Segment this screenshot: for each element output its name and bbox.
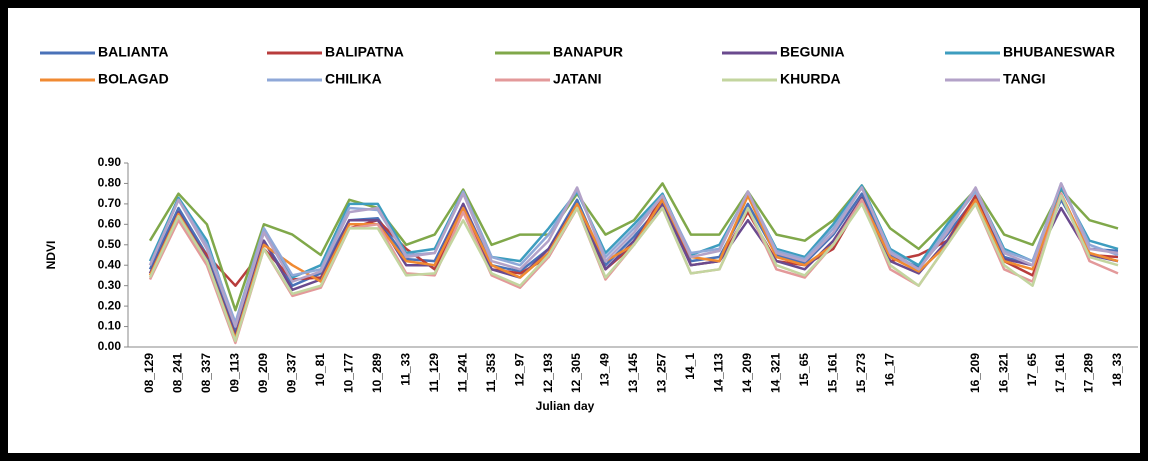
x-tick-label: 14_113 <box>712 353 726 393</box>
legend-label: JATANI <box>553 71 601 87</box>
x-tick-label: 12_305 <box>569 353 583 393</box>
x-tick-label: 16_17 <box>882 353 896 387</box>
y-tick-label: 0.20 <box>98 298 122 312</box>
x-tick-label: 11_353 <box>484 353 498 393</box>
legend-label: TANGI <box>1003 71 1046 87</box>
x-tick-label: 14_209 <box>740 353 754 393</box>
y-tick-label: 0.50 <box>98 237 122 251</box>
x-tick-label: 09_113 <box>228 353 242 393</box>
x-tick-label: 09_337 <box>285 353 299 393</box>
y-axis-label: NDVI <box>44 241 58 270</box>
series-line <box>148 184 1119 328</box>
x-tick-label: 18_33 <box>1110 353 1124 387</box>
legend-label: BALIPATNA <box>325 44 404 60</box>
legend-label: BANAPUR <box>553 44 623 60</box>
y-tick-label: 0.80 <box>98 176 122 190</box>
series-line <box>148 182 1119 312</box>
x-tick-label: 12_193 <box>541 353 555 393</box>
legend-label: BEGUNIA <box>780 44 845 60</box>
legend-label: BHUBANESWAR <box>1003 44 1115 60</box>
x-tick-label: 11_33 <box>398 353 412 386</box>
x-tick-label: 10_177 <box>341 353 355 393</box>
x-tick-label: 17_65 <box>1025 353 1039 387</box>
y-tick-label: 0.90 <box>98 155 122 169</box>
y-tick-label: 0.10 <box>98 319 122 333</box>
x-tick-label: 08_129 <box>142 353 156 393</box>
legend-label: CHILIKA <box>325 71 382 87</box>
x-tick-label: 17_161 <box>1053 353 1067 393</box>
x-tick-label: 11_241 <box>455 353 469 393</box>
x-tick-label: 13_145 <box>626 353 640 393</box>
x-tick-label: 08_241 <box>171 353 185 393</box>
x-tick-label: 16_209 <box>968 353 982 393</box>
x-tick-label: 10_289 <box>370 353 384 393</box>
y-tick-label: 0.60 <box>98 217 122 231</box>
x-tick-label: 17_289 <box>1082 353 1096 393</box>
x-tick-label: 10_81 <box>313 353 327 387</box>
x-tick-label: 14_321 <box>769 353 783 393</box>
x-axis-label: Julian day <box>536 399 595 413</box>
x-tick-label: 09_209 <box>256 353 270 393</box>
x-tick-label: 13_49 <box>598 353 612 387</box>
x-tick-label: 13_257 <box>655 353 669 393</box>
y-tick-label: 0.40 <box>98 257 122 271</box>
y-tick-label: 0.00 <box>98 339 122 353</box>
x-tick-label: 14_1 <box>683 353 697 380</box>
legend-label: KHURDA <box>780 71 841 87</box>
legend-label: BALIANTA <box>98 44 169 60</box>
x-tick-label: 08_337 <box>199 353 213 393</box>
y-tick-label: 0.70 <box>98 196 122 210</box>
series-line <box>148 194 1119 343</box>
legend-label: BOLAGAD <box>98 71 169 87</box>
x-tick-label: 12_97 <box>512 353 526 387</box>
series-line <box>148 182 1119 328</box>
x-tick-label: 15_273 <box>854 353 868 393</box>
x-tick-label: 16_321 <box>996 353 1010 393</box>
x-tick-label: 15_65 <box>797 353 811 387</box>
y-tick-label: 0.30 <box>98 278 122 292</box>
x-tick-label: 15_161 <box>825 353 839 393</box>
x-tick-label: 11_129 <box>427 353 441 393</box>
